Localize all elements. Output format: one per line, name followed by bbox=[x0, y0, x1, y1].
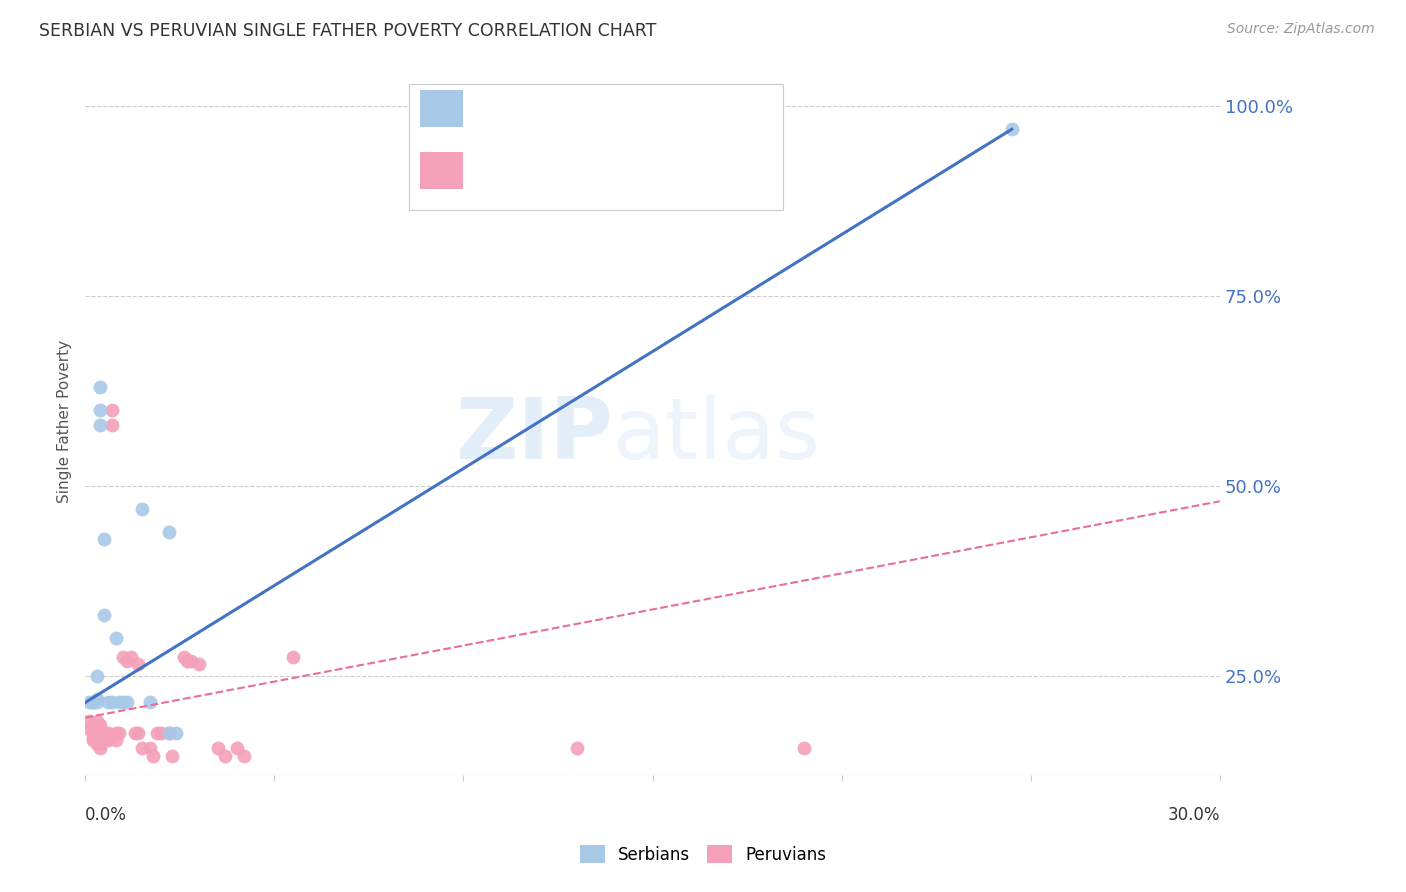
Text: N = 23: N = 23 bbox=[630, 96, 697, 115]
Point bbox=[77, 722, 100, 736]
Point bbox=[124, 726, 146, 740]
Point bbox=[82, 733, 104, 747]
Point bbox=[165, 726, 187, 740]
Point bbox=[86, 691, 108, 706]
Point bbox=[89, 730, 111, 744]
Point bbox=[82, 726, 104, 740]
Point bbox=[112, 695, 135, 709]
Point bbox=[93, 726, 115, 740]
Point bbox=[283, 649, 305, 664]
Text: ZIP: ZIP bbox=[456, 394, 613, 477]
Point bbox=[142, 748, 165, 763]
Point bbox=[108, 695, 131, 709]
Point bbox=[150, 726, 173, 740]
Point bbox=[104, 726, 127, 740]
Point bbox=[214, 748, 236, 763]
Point bbox=[1001, 122, 1024, 136]
Point bbox=[101, 418, 124, 433]
Point bbox=[93, 608, 115, 623]
Point bbox=[565, 741, 588, 756]
Point bbox=[115, 654, 138, 668]
Point bbox=[127, 726, 149, 740]
Point bbox=[112, 649, 135, 664]
Point bbox=[86, 737, 108, 751]
Point bbox=[86, 714, 108, 729]
Point bbox=[157, 726, 180, 740]
Text: 0.0%: 0.0% bbox=[86, 806, 128, 824]
Point bbox=[793, 741, 815, 756]
Bar bbox=[420, 152, 463, 188]
Point bbox=[225, 741, 247, 756]
Point bbox=[138, 741, 160, 756]
Point bbox=[233, 748, 256, 763]
Point bbox=[82, 730, 104, 744]
Point bbox=[101, 403, 124, 417]
Point bbox=[104, 631, 127, 645]
Point bbox=[93, 733, 115, 747]
Point bbox=[180, 654, 202, 668]
Bar bbox=[420, 90, 463, 128]
Point bbox=[120, 649, 142, 664]
Point bbox=[82, 695, 104, 709]
Point bbox=[131, 741, 153, 756]
Point bbox=[89, 737, 111, 751]
Point bbox=[104, 733, 127, 747]
Point bbox=[108, 726, 131, 740]
Point bbox=[77, 695, 100, 709]
Point bbox=[97, 733, 120, 747]
Point bbox=[138, 695, 160, 709]
Text: Source: ZipAtlas.com: Source: ZipAtlas.com bbox=[1227, 22, 1375, 37]
Point bbox=[86, 733, 108, 747]
Point bbox=[89, 403, 111, 417]
Text: R = 0.676: R = 0.676 bbox=[474, 96, 572, 115]
Point bbox=[86, 726, 108, 740]
Point bbox=[82, 718, 104, 732]
Y-axis label: Single Father Poverty: Single Father Poverty bbox=[58, 340, 72, 503]
Point bbox=[176, 654, 198, 668]
Point bbox=[101, 695, 124, 709]
Text: N = 50: N = 50 bbox=[630, 155, 697, 173]
Point bbox=[157, 726, 180, 740]
Point bbox=[115, 695, 138, 709]
Point bbox=[89, 741, 111, 756]
Point bbox=[89, 718, 111, 732]
Point bbox=[157, 524, 180, 539]
Point bbox=[86, 695, 108, 709]
Point bbox=[131, 501, 153, 516]
Legend: Serbians, Peruvians: Serbians, Peruvians bbox=[574, 838, 832, 871]
Point bbox=[187, 657, 209, 672]
Point bbox=[127, 657, 149, 672]
Text: R = 0.283: R = 0.283 bbox=[474, 155, 572, 173]
Point bbox=[173, 649, 195, 664]
Point bbox=[86, 669, 108, 683]
FancyBboxPatch shape bbox=[409, 84, 783, 210]
Point bbox=[162, 748, 184, 763]
Point bbox=[146, 726, 169, 740]
Point bbox=[97, 695, 120, 709]
Point bbox=[97, 726, 120, 740]
Point bbox=[82, 695, 104, 709]
Text: 30.0%: 30.0% bbox=[1167, 806, 1220, 824]
Point bbox=[86, 722, 108, 736]
Point bbox=[93, 533, 115, 547]
Text: SERBIAN VS PERUVIAN SINGLE FATHER POVERTY CORRELATION CHART: SERBIAN VS PERUVIAN SINGLE FATHER POVERT… bbox=[39, 22, 657, 40]
Point bbox=[89, 726, 111, 740]
Text: atlas: atlas bbox=[613, 394, 821, 477]
Point bbox=[89, 380, 111, 394]
Point bbox=[207, 741, 229, 756]
Point bbox=[77, 714, 100, 729]
Point bbox=[89, 418, 111, 433]
